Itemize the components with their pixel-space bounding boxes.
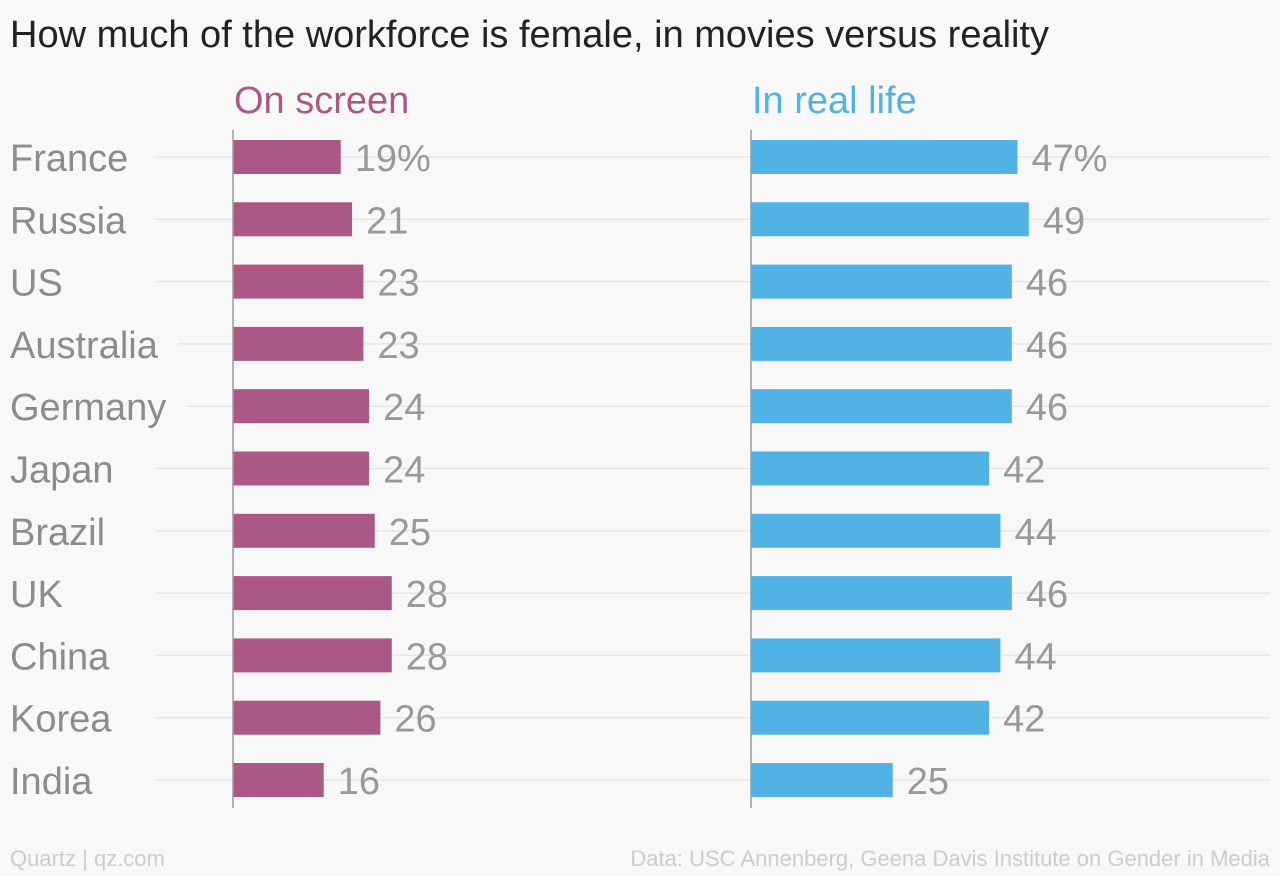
bar-on-screen xyxy=(233,451,370,486)
bar-on-screen xyxy=(233,389,370,424)
value-label-on-screen: 23 xyxy=(377,325,419,367)
value-label-on-screen: 16 xyxy=(338,761,380,803)
label-mask xyxy=(8,277,83,286)
category-label: Germany xyxy=(10,387,166,429)
bar-real-life xyxy=(751,576,1012,611)
panel-title-real-life: In real life xyxy=(752,80,917,122)
chart-title: How much of the workforce is female, in … xyxy=(10,14,1050,56)
value-label-on-screen: 25 xyxy=(389,512,431,554)
bar-real-life xyxy=(751,389,1012,424)
bar-real-life xyxy=(751,638,1001,673)
footer-source: Data: USC Annenberg, Geena Davis Institu… xyxy=(630,846,1270,871)
label-mask xyxy=(8,526,126,535)
bar-real-life xyxy=(751,140,1018,174)
category-label: India xyxy=(10,761,93,803)
bar-on-screen xyxy=(233,326,364,361)
value-label-real-life: 46 xyxy=(1026,387,1068,429)
value-label-real-life: 46 xyxy=(1026,574,1068,616)
label-mask xyxy=(8,215,148,224)
label-mask xyxy=(8,339,179,348)
bar-real-life xyxy=(751,513,1001,548)
bar-on-screen xyxy=(233,264,364,299)
value-label-on-screen: 21 xyxy=(366,200,408,242)
category-label: US xyxy=(10,263,63,305)
bar-on-screen xyxy=(233,700,381,735)
bar-real-life xyxy=(751,763,893,797)
label-mask xyxy=(8,402,187,411)
category-label: UK xyxy=(10,574,63,616)
label-mask xyxy=(8,464,134,473)
value-label-on-screen: 24 xyxy=(383,450,425,492)
label-mask xyxy=(8,153,149,161)
bar-on-screen xyxy=(233,140,341,174)
label-mask xyxy=(8,776,114,784)
bar-on-screen xyxy=(233,576,392,611)
bar-real-life xyxy=(751,264,1012,299)
category-label: Australia xyxy=(10,325,159,367)
value-label-on-screen: 26 xyxy=(394,699,436,741)
label-mask xyxy=(8,589,83,598)
value-label-real-life: 46 xyxy=(1026,263,1068,305)
value-label-real-life: 49 xyxy=(1043,200,1085,242)
bar-real-life xyxy=(751,451,990,486)
panel-title-on-screen: On screen xyxy=(234,80,409,122)
value-label-on-screen: 28 xyxy=(406,636,448,678)
footer-credit: Quartz | qz.com xyxy=(10,846,165,871)
value-label-on-screen: 19% xyxy=(355,138,431,180)
bar-real-life xyxy=(751,326,1012,361)
category-label: Brazil xyxy=(10,512,105,554)
value-label-real-life: 44 xyxy=(1014,512,1056,554)
bar-on-screen xyxy=(233,513,375,548)
bar-real-life xyxy=(751,202,1029,237)
bar-on-screen xyxy=(233,638,392,673)
value-label-real-life: 42 xyxy=(1003,450,1045,492)
value-label-on-screen: 23 xyxy=(377,263,419,305)
value-label-real-life: 47% xyxy=(1031,138,1107,180)
value-label-real-life: 46 xyxy=(1026,325,1068,367)
label-mask xyxy=(8,713,133,722)
category-label: Korea xyxy=(10,699,112,741)
category-label: Japan xyxy=(10,450,114,492)
category-label: China xyxy=(10,636,110,678)
bar-on-screen xyxy=(233,763,324,797)
value-label-real-life: 42 xyxy=(1003,699,1045,741)
category-label: France xyxy=(10,138,128,180)
bar-real-life xyxy=(751,700,990,735)
value-label-real-life: 44 xyxy=(1014,636,1056,678)
category-label: Russia xyxy=(10,200,127,242)
value-label-on-screen: 24 xyxy=(383,387,425,429)
bar-on-screen xyxy=(233,202,353,237)
value-label-real-life: 25 xyxy=(907,761,949,803)
value-label-on-screen: 28 xyxy=(406,574,448,616)
label-mask xyxy=(8,651,131,660)
